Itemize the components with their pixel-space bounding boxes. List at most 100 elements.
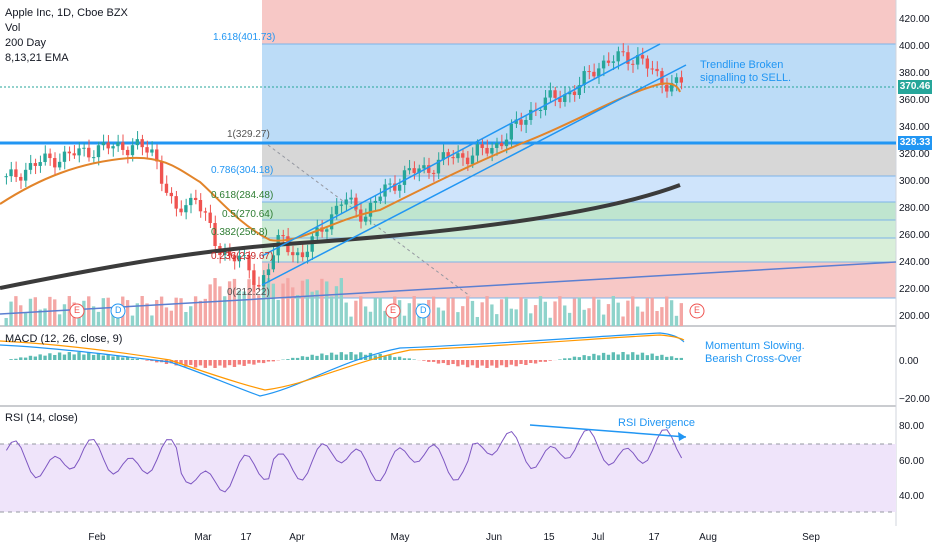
volume-bar [145,303,149,326]
volume-bar [567,312,572,326]
candle-body [38,162,42,166]
candle-body [179,208,183,213]
rsi-line [5,429,683,493]
annotation-rsi: RSI Divergence [618,417,696,429]
fib-label-1: 1(329.27) [227,129,270,140]
volume-bar [242,291,246,326]
time-tick: Aug [699,532,717,543]
macd-hist-bar [368,352,373,360]
candle-body [116,142,120,147]
candle-body [150,149,154,153]
macd-hist-bar [271,360,275,362]
volume-bar [310,291,314,326]
event-marker-d[interactable]: D [115,305,122,315]
macd-hist-bar [9,359,13,360]
candle-body [23,169,28,181]
macd-hist-bar [660,354,664,360]
macd-hist-bar [87,352,91,360]
macd-hist-bar [325,355,329,360]
volume-bar [295,294,300,326]
candle-body [232,255,237,262]
macd-hist-bar [252,360,256,365]
volume-bar [655,310,659,326]
candle-body [606,60,611,63]
price-tick: 380.00 [899,68,930,79]
macd-hist-bar [257,360,261,363]
volume-bar [635,306,640,326]
volume-bar [159,296,164,326]
volume-bar [378,297,382,326]
volume-bar [490,304,494,326]
event-marker-d[interactable]: D [420,305,427,315]
volume-bar [548,317,552,326]
candle-body [208,212,212,224]
macd-hist-bar [665,356,669,360]
volume-bar [621,316,625,326]
candle-body [291,252,295,256]
candle-body [28,163,33,170]
event-marker-e[interactable]: E [390,305,397,315]
volume-bar [359,296,363,326]
ma200-line [0,183,681,290]
macd-hist-bar [601,352,606,360]
annotation-trendline-line2: signalling to SELL. [700,72,792,84]
price-tick: 340.00 [899,122,930,133]
macd-hist-bar [38,354,42,360]
rsi-band [0,444,896,512]
macd-hist-bar [111,356,115,360]
candle-body [300,252,305,258]
volume-bar [587,308,591,326]
fib-label-0: 0(212.22) [227,287,270,298]
volume-bar [223,296,227,326]
macd-pane-label: MACD (12, 26, close, 9) [5,333,123,345]
volume-bar [563,305,567,326]
fib-zone-786 [262,176,896,202]
macd-hist-bar [48,353,52,360]
volume-bar [514,309,518,326]
last-price-tag: 370.46 [898,80,932,94]
candle-body [504,139,509,147]
candle-body [145,147,149,153]
macd-hist-bar [91,354,96,360]
candle-body [558,97,562,103]
macd-hist-bar [446,360,450,366]
macd-hist-bar [77,352,81,360]
volume-bar [601,314,606,326]
fib-zone-top [262,0,896,44]
volume-bar [4,318,8,326]
event-marker-e[interactable]: E [694,305,701,315]
macd-hist-bar [82,354,86,360]
volume-bar [412,296,416,326]
macd-tick: −20.00 [899,394,930,405]
candle-body [563,94,567,103]
macd-hist-bar [577,357,581,360]
event-marker-e[interactable]: E [74,305,81,315]
macd-hist-bar [300,356,305,360]
macd-hist-bar [213,360,217,368]
candle-body [475,144,479,156]
fib-zone-1 [262,143,896,176]
candle-body [538,109,543,111]
volume-bar [553,301,557,326]
candle-body [655,68,659,72]
fib-zones [262,0,896,299]
macd-hist-bar [645,355,649,360]
annotation-macd-line2: Bearish Cross-Over [705,353,802,365]
volume-bar [155,300,159,326]
volume-bar [38,309,42,326]
macd-hist-bar [490,360,494,366]
fib-label-786: 0.786(304.18) [211,165,274,176]
macd-hist-bar [203,360,207,368]
candle-body [77,148,81,156]
candle-body [451,157,455,159]
volume-bar [529,313,533,326]
volume-bar [344,302,348,326]
candle-body [441,152,445,160]
macd-hist-bar [582,355,586,360]
macd-hist-bar [329,352,334,360]
candle-body [499,143,504,147]
volume-bar [606,304,611,326]
macd-hist-bar [524,360,528,366]
time-tick: Mar [194,532,212,543]
macd-hist-bar [232,360,237,367]
